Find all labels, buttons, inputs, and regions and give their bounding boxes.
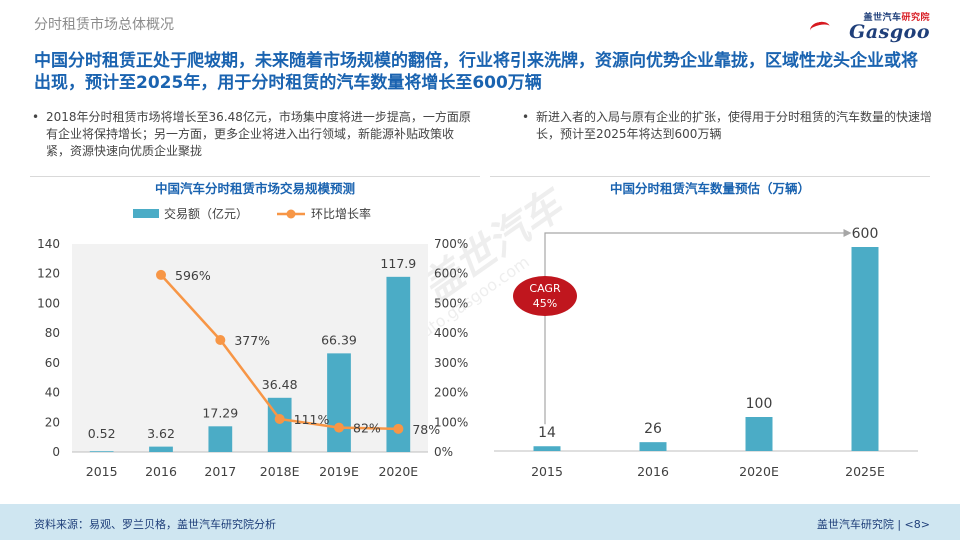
legend-label-bar: 交易额（亿元） <box>164 206 248 221</box>
x-tick-label: 2015 <box>86 464 118 479</box>
y-tick-label: 100 <box>37 296 60 310</box>
line-point <box>156 269 166 280</box>
x-tick-label: 2025E <box>845 464 885 479</box>
y2-tick-label: 600% <box>434 267 468 281</box>
logo-cn: 盖世汽车研究院 <box>863 13 930 23</box>
line-data-label: 82% <box>353 421 381 436</box>
x-tick-label: 2019E <box>319 464 359 479</box>
x-tick-label: 2016 <box>145 464 177 479</box>
y-tick-label: 120 <box>37 267 60 281</box>
x-tick-label: 2020E <box>378 464 418 479</box>
y2-tick-label: 500% <box>434 296 468 310</box>
charts-canvas: 0 20 40 60 80 100 120 140 0% 100% 200% 300% 400% 500%… <box>37 206 918 479</box>
cagr-label: CAGR <box>529 282 561 295</box>
y-tick-label: 140 <box>37 237 60 251</box>
y-tick-label: 20 <box>45 415 60 429</box>
bar-data-label: 36.48 <box>262 377 298 392</box>
bar-data-label: 100 <box>746 396 773 412</box>
legend-swatch-point <box>286 209 296 219</box>
bar-transaction <box>89 451 114 452</box>
x-tick-label: 2018E <box>260 464 300 479</box>
line-point <box>274 414 285 425</box>
y2-tick-label: 200% <box>434 386 468 400</box>
bar-vehicle-count <box>639 442 667 451</box>
line-data-label: 78% <box>412 422 440 437</box>
footer-page: 盖世汽车研究院 | <8> <box>816 518 930 531</box>
section-title: 分时租赁市场总体概况 <box>34 17 174 33</box>
cagr-arrow-line <box>544 232 846 425</box>
bar-data-label: 117.9 <box>380 256 416 271</box>
footer: 资料来源：易观、罗兰贝格，盖世汽车研究院分析 盖世汽车研究院 | <8> <box>0 504 960 540</box>
logo-en: Gasgoo <box>849 21 930 43</box>
bar-vehicle-count <box>851 247 879 451</box>
divider-left <box>30 176 480 177</box>
y-tick-label: 80 <box>45 326 60 340</box>
x-tick-label: 2020E <box>739 464 779 479</box>
x-tick-label: 2015 <box>531 464 563 479</box>
x-tick-label: 2016 <box>637 464 669 479</box>
line-point <box>215 334 226 345</box>
y2-tick-label: 0% <box>434 445 453 459</box>
bar-transaction <box>208 426 233 452</box>
bullet-left-text: 2018年分时租赁市场将增长至36.48亿元，市场集中度将进一步提高，一方面原有… <box>46 110 471 158</box>
cagr-value: 45% <box>533 297 557 310</box>
line-data-label: 111% <box>294 412 330 427</box>
bar-transaction <box>386 276 411 452</box>
bullet-dot-icon: • <box>32 110 40 124</box>
y2-tick-label: 400% <box>434 326 468 340</box>
y2-tick-label: 700% <box>434 237 468 251</box>
bar-transaction <box>149 446 173 452</box>
bar-data-label: 17.29 <box>202 405 238 420</box>
x-tick-label: 2017 <box>204 464 236 479</box>
y2-tick-label: 300% <box>434 356 468 370</box>
legend-label-line: 环比增长率 <box>311 206 371 221</box>
bullet-left: • 2018年分时租赁市场将增长至36.48亿元，市场集中度将进一步提高，一方面… <box>32 109 476 160</box>
line-data-label: 596% <box>175 268 211 283</box>
bar-transaction <box>327 353 351 452</box>
plot-area-left <box>72 244 428 452</box>
legend-swatch-bar <box>133 209 159 218</box>
footer-source: 资料来源：易观、罗兰贝格，盖世汽车研究院分析 <box>34 518 276 531</box>
cagr-arrowhead-icon <box>843 229 852 237</box>
chart-title-right: 中国分时租赁汽车数量预估（万辆） <box>609 181 810 196</box>
gasgoo-logo: 盖世汽车研究院 Gasgoo <box>808 10 930 43</box>
bar-data-label: 3.62 <box>147 426 175 441</box>
bar-vehicle-count <box>533 446 561 451</box>
chart-title-left: 中国汽车分时租赁市场交易规模预测 <box>154 181 355 196</box>
cagr-badge <box>513 276 577 316</box>
headline: 中国分时租赁正处于爬坡期，未来随着市场规模的翻倍，行业将引来洗牌，资源向优势企业… <box>34 51 918 93</box>
line-point <box>393 423 404 434</box>
bar-data-label: 0.52 <box>88 426 116 441</box>
bullet-right: • 新进入者的入局与原有企业的扩张，使得用于分时租赁的汽车数量的快速增长，预计至… <box>522 109 936 143</box>
y-tick-label: 0 <box>52 445 60 459</box>
y2-tick-label: 100% <box>434 415 468 429</box>
bar-data-label: 66.39 <box>321 332 357 347</box>
bar-data-label: 600 <box>852 226 879 242</box>
bar-data-label: 14 <box>538 425 556 441</box>
bullet-right-text: 新进入者的入局与原有企业的扩张，使得用于分时租赁的汽车数量的快速增长，预计至20… <box>536 110 933 141</box>
bar-data-label: 26 <box>644 421 662 437</box>
y-tick-label: 60 <box>45 356 60 370</box>
bar-vehicle-count <box>745 417 773 451</box>
line-point <box>334 422 344 433</box>
divider-right <box>490 176 930 177</box>
bullet-dot-icon: • <box>522 110 530 124</box>
y-tick-label: 40 <box>45 386 60 400</box>
line-data-label: 377% <box>234 333 270 348</box>
